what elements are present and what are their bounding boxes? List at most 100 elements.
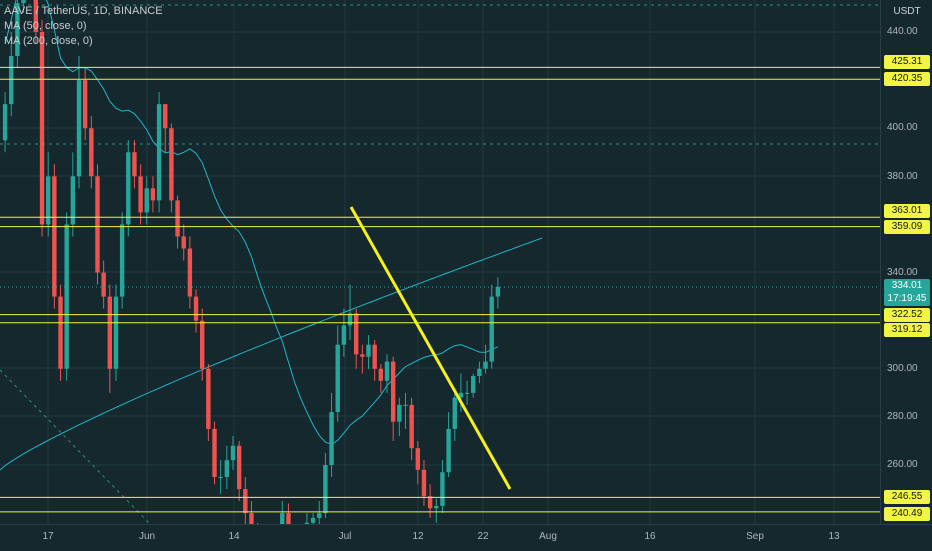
candle-body: [224, 460, 230, 478]
candle-body: [169, 128, 174, 201]
candle-body: [409, 404, 414, 449]
time-tick: Jun: [138, 531, 156, 542]
level-label: 363.01: [884, 204, 930, 218]
candle-body: [89, 128, 94, 177]
price-tick: 260.00: [887, 459, 918, 470]
candle-body: [156, 104, 162, 201]
candle-body: [403, 404, 408, 406]
candle-body: [323, 465, 328, 514]
candle-body: [384, 361, 390, 381]
candle-body: [335, 344, 340, 413]
candle-body: [21, 0, 26, 4]
ma50-line: [4, 0, 499, 445]
candle-body: [427, 496, 433, 509]
trendline: [349, 206, 512, 490]
candle-body: [70, 176, 76, 225]
candle-body: [132, 152, 137, 177]
candle-body: [366, 344, 371, 357]
time-tick: 22: [477, 531, 489, 542]
candle-body: [58, 296, 63, 369]
candle-body: [126, 152, 131, 225]
candle-body: [286, 513, 291, 524]
price-tick: 440.00: [887, 26, 918, 37]
price-tick: 400.00: [887, 122, 918, 133]
time-tick: 12: [412, 531, 424, 542]
dashed-line: [0, 369, 151, 524]
candle-body: [360, 354, 365, 357]
ma200-line: [0, 237, 543, 471]
candle-body: [113, 296, 119, 369]
ma200-legend[interactable]: MA (200, close, 0): [4, 35, 93, 47]
candle-body: [193, 296, 199, 321]
currency-label[interactable]: USDT: [893, 6, 921, 17]
time-tick: 13: [828, 531, 840, 542]
price-tick: 280.00: [887, 411, 918, 422]
candle-body: [280, 513, 285, 524]
candle-body: [163, 104, 168, 129]
time-tick: Jul: [338, 531, 352, 542]
price-axis[interactable]: USDT 440.00 400.00 380.00 340.00 300.00 …: [880, 0, 932, 524]
candle-body: [15, 3, 20, 57]
level-label: 322.52: [884, 308, 930, 322]
candle-body: [434, 505, 439, 509]
candle-body: [76, 80, 82, 177]
candle-body: [218, 477, 223, 479]
candle-body: [39, 32, 45, 225]
candle-body: [347, 313, 353, 326]
time-axis[interactable]: 17 Jun 14 Jul 12 22 Aug 16 Sep 13: [0, 524, 932, 551]
level-label: 420.35: [884, 72, 930, 86]
candle-body: [2, 104, 8, 141]
candle-body: [378, 368, 384, 381]
candle-body: [138, 176, 143, 213]
candle-body: [230, 445, 236, 461]
candle-body: [119, 224, 125, 297]
candle-body: [372, 344, 377, 369]
level-label: 425.31: [884, 55, 930, 69]
candle-body: [187, 248, 193, 297]
time-tick: Sep: [746, 531, 764, 542]
level-label: 240.49: [884, 507, 930, 521]
candle-body: [495, 286, 501, 297]
candle-body: [304, 522, 310, 524]
candle-body: [33, 0, 39, 32]
countdown-label: 17:19:45: [884, 292, 930, 306]
candle-body: [181, 236, 186, 249]
ma50-legend[interactable]: MA (50, close, 0): [4, 20, 87, 32]
candle-body: [310, 517, 316, 523]
level-label: 246.55: [884, 490, 930, 504]
candle-body: [144, 188, 149, 213]
candle-body: [200, 320, 205, 369]
price-tick: 380.00: [887, 171, 918, 182]
candle-body: [421, 469, 427, 497]
candle-body: [95, 176, 100, 273]
candle-body: [397, 404, 402, 422]
candle-body: [464, 392, 470, 394]
candle-body: [440, 472, 445, 506]
candle-body: [101, 272, 106, 297]
candle-body: [329, 412, 334, 465]
candle-body: [354, 313, 359, 355]
candle-body: [341, 325, 347, 345]
candle-body: [458, 392, 464, 398]
candle-body: [236, 445, 242, 490]
candle-body: [243, 489, 248, 514]
time-tick: 16: [644, 531, 656, 542]
candle-body: [212, 428, 217, 478]
candle-body: [46, 176, 51, 225]
candle-body: [471, 375, 476, 393]
candle-body: [390, 361, 396, 422]
price-chart[interactable]: [0, 0, 880, 524]
candle-body: [477, 368, 482, 376]
candle-body: [206, 368, 211, 429]
candle-body: [9, 56, 14, 105]
chart-area[interactable]: AAVE / TetherUS, 1D, BINANCE MA (50, clo…: [0, 0, 880, 524]
price-tick: 340.00: [887, 267, 918, 278]
level-label: 319.12: [884, 323, 930, 337]
symbol-title[interactable]: AAVE / TetherUS, 1D, BINANCE: [4, 5, 163, 17]
candle-body: [415, 448, 420, 470]
candle-body: [150, 188, 156, 201]
current-price-label: 334.01: [884, 279, 930, 293]
candle-body: [483, 361, 488, 369]
time-tick: Aug: [539, 531, 557, 542]
chart-legend: AAVE / TetherUS, 1D, BINANCE MA (50, clo…: [4, 4, 163, 49]
